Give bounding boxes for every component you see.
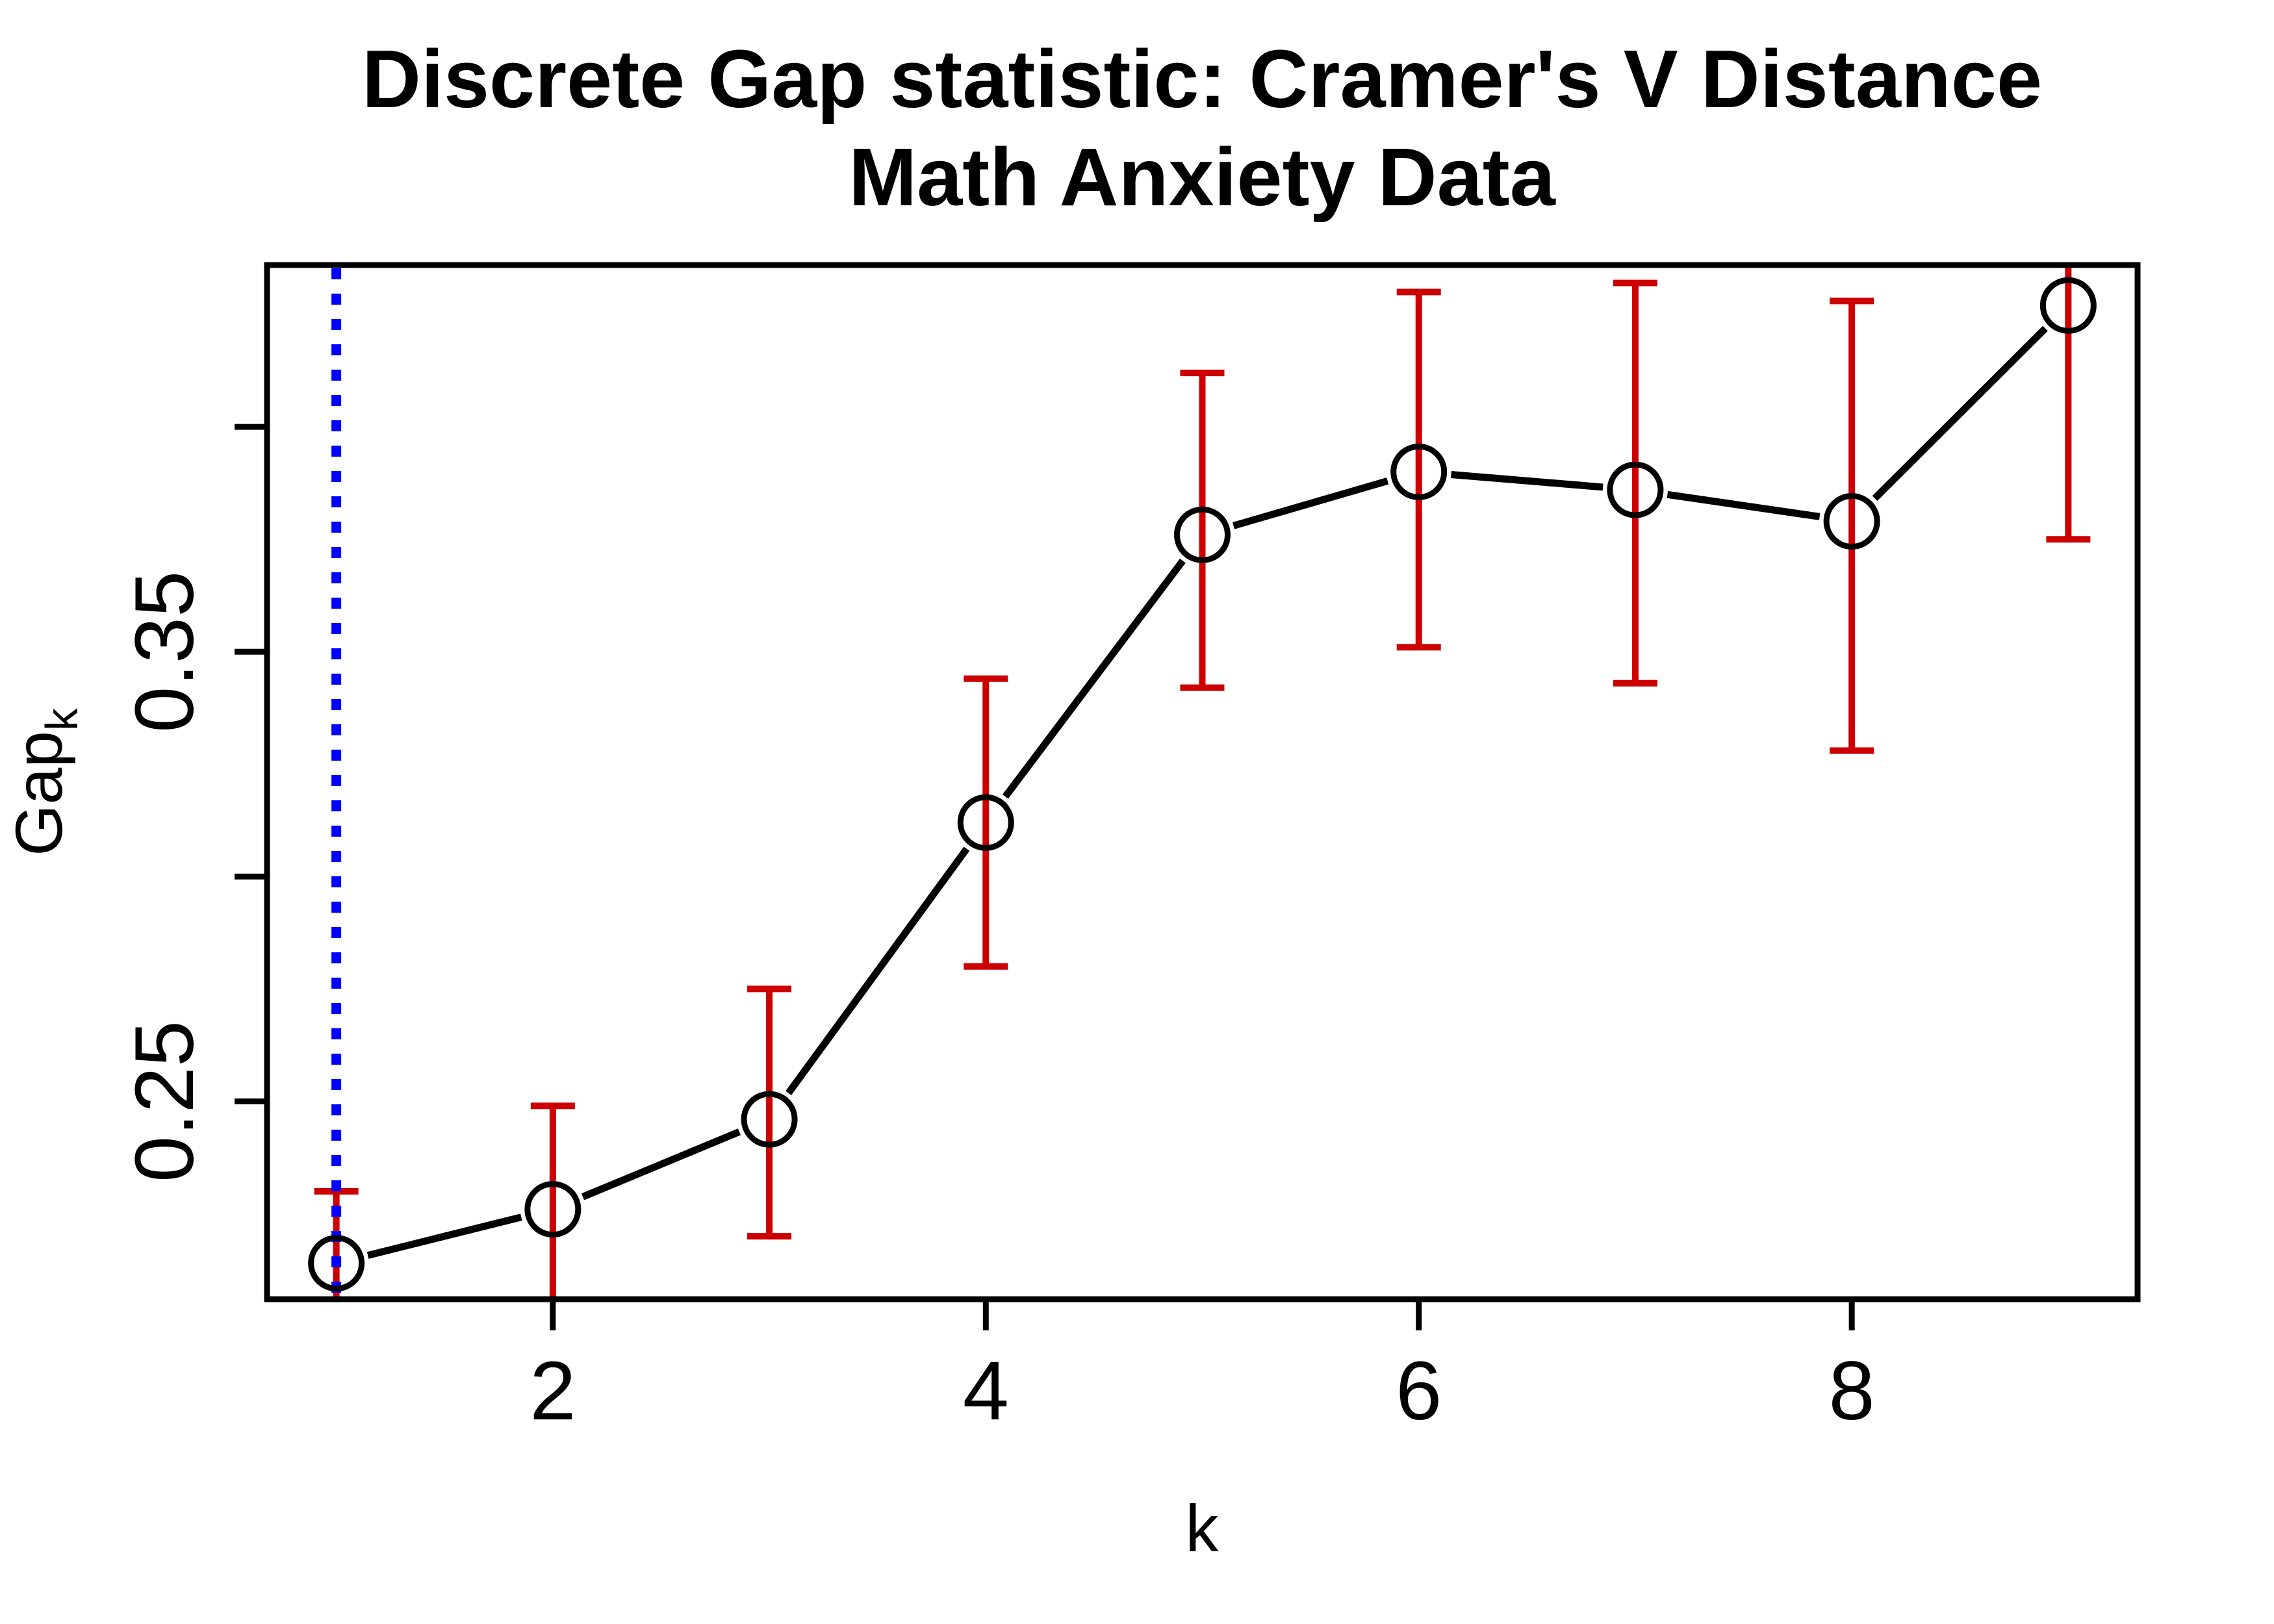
x-axis-tick-label: 6: [1396, 1345, 1442, 1438]
data-point-marker: [1607, 461, 1664, 518]
series-segment: [1002, 558, 1186, 799]
data-point-marker: [524, 1181, 581, 1238]
series-segment: [1451, 471, 1603, 491]
series-segment: [1667, 490, 1820, 520]
x-axis-label: k: [1186, 1491, 1220, 1566]
axis-ticks-layer: 2 4 6 8 0.25 0.35: [118, 424, 1875, 1438]
y-axis-label: Gapk: [2, 707, 87, 856]
series-segment: [1872, 325, 2048, 501]
data-point-marker: [1823, 493, 1880, 550]
chart-subtitle: Math Anxiety Data: [849, 131, 1555, 223]
x-axis-tick-label: 8: [1829, 1345, 1875, 1438]
y-axis-tick-label: 0.25: [118, 1021, 211, 1182]
data-point-marker: [2039, 277, 2097, 334]
x-axis-tick-label: 4: [963, 1345, 1009, 1438]
data-point-marker: [1390, 443, 1448, 500]
data-point-marker: [1174, 506, 1231, 563]
data-point-marker: [741, 1091, 798, 1148]
series-segment: [581, 1128, 741, 1200]
series-segment: [1232, 477, 1389, 529]
error-bars-layer: [314, 265, 2091, 1299]
chart-title: Discrete Gap statistic: Cramer's V Dista…: [362, 33, 2042, 125]
y-axis-tick-label: 0.35: [118, 571, 211, 733]
series-line-layer: [366, 325, 2048, 1259]
plot-box: [264, 262, 2141, 1302]
data-point-layer: [308, 277, 2097, 1292]
x-axis-tick-label: 2: [530, 1345, 576, 1438]
data-point-marker: [957, 794, 1014, 851]
series-segment: [786, 846, 970, 1095]
data-point-marker: [308, 1235, 365, 1292]
series-segment: [366, 1213, 522, 1259]
